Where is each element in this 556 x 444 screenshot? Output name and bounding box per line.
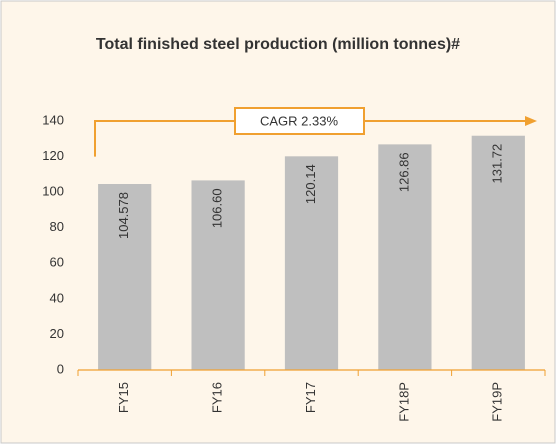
x-tick-label: FY17 [303,382,318,413]
x-tick-label: FY15 [116,382,131,413]
y-tick-label: 0 [57,361,64,376]
chart-title: Total finished steel production (million… [96,36,460,53]
x-tick-label: FY16 [210,382,225,413]
bar [98,184,152,370]
x-tick-label: FY18P [396,382,411,422]
value-label: 106.60 [210,188,225,228]
annotation-box [234,107,365,135]
bar [378,144,432,370]
bar [471,135,525,370]
arrow-head [525,116,537,126]
y-tick-label: 80 [50,219,64,234]
x-tick-label: FY19P [490,382,505,422]
value-label: 131.72 [490,144,505,184]
bar [284,156,339,370]
value-label: 120.14 [303,164,318,204]
y-tick-label: 100 [42,184,64,199]
value-label: 126.86 [396,152,411,192]
y-tick-label: 40 [50,290,64,305]
y-tick-label: 120 [42,148,64,163]
y-tick-label: 60 [50,255,64,270]
y-tick-label: 20 [50,326,64,341]
cagr-arrow [94,120,525,157]
bar [191,180,245,370]
annotation: CAGR 2.33% [260,113,338,128]
value-label: 104.578 [116,192,131,239]
y-tick-label: 140 [42,112,64,127]
